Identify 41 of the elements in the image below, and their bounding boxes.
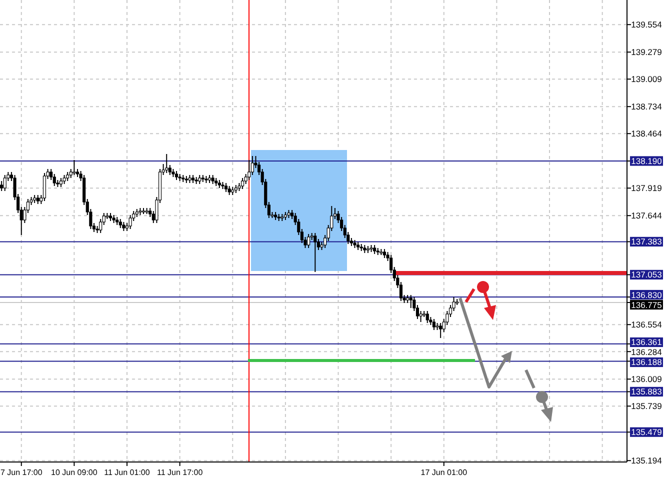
y-tick-label: 138.464: [631, 128, 662, 139]
candlestick: [240, 178, 244, 190]
ref-line-label: 135.479: [631, 427, 662, 438]
candlestick: [42, 172, 46, 202]
candlestick: [3, 174, 6, 192]
y-tick-label: 135.194: [631, 456, 662, 466]
candlestick: [72, 160, 76, 176]
candlestick: [307, 234, 310, 248]
candlestick: [432, 318, 436, 330]
candlestick: [0, 180, 4, 192]
x-tick-label: 7 Jun 17:00: [0, 468, 43, 477]
y-tick-label: 137.919: [631, 183, 662, 194]
x-tick-label: 11 Jun 17:00: [156, 468, 204, 477]
y-tick-label: 135.739: [631, 401, 662, 412]
candlestick: [419, 310, 422, 322]
ref-line-label: 137.383: [631, 236, 662, 247]
y-tick-label: 136.009: [631, 374, 662, 384]
y-tick-label: 136.284: [631, 347, 662, 358]
ref-line-label: 137.053: [631, 270, 662, 280]
y-tick-label: 139.279: [631, 47, 662, 58]
candlestick: [128, 214, 132, 230]
candlestick: [165, 154, 168, 174]
ref-line-label: 135.883: [631, 386, 662, 397]
ref-line-label: 136.361: [631, 337, 662, 348]
y-tick-label: 138.734: [631, 102, 662, 112]
candlestick: [409, 294, 412, 308]
candlestick: [439, 322, 442, 338]
ref-line-label: 136.775: [631, 300, 662, 310]
ref-line-label: 136.188: [631, 357, 662, 368]
candlestick: [314, 232, 317, 272]
ref-line-label: 136.830: [631, 290, 662, 300]
y-tick-label: 136.554: [631, 320, 662, 330]
y-tick-label: 139.554: [631, 20, 662, 30]
ref-line-label: 138.190: [631, 156, 662, 166]
x-tick-label: 10 Jun 09:00: [51, 468, 98, 477]
y-tick-label: 139.009: [631, 74, 662, 84]
x-tick-label: 17 Jun 01:00: [420, 468, 468, 477]
candlestick: [426, 310, 429, 324]
y-tick-label: 137.644: [631, 210, 662, 221]
candlestick: [248, 160, 251, 180]
x-tick-label: 11 Jun 01:00: [104, 468, 150, 477]
